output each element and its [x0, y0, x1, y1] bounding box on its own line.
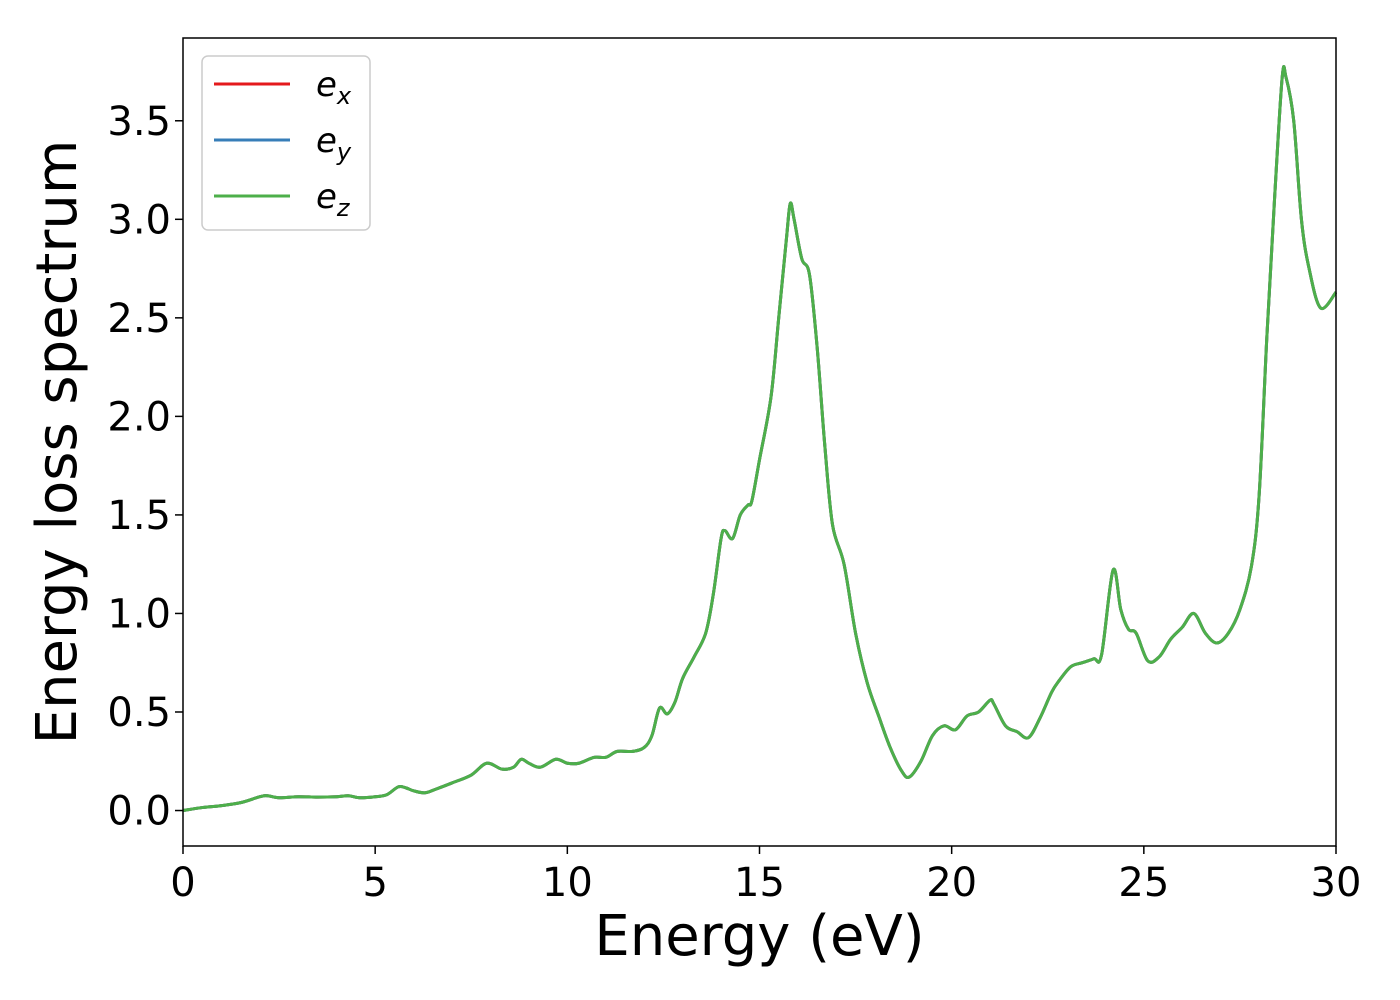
plot-background	[183, 38, 1336, 846]
y-tick-label: 2.0	[107, 394, 171, 440]
legend-label-ex: ex	[316, 65, 352, 110]
legend-label-ey: ey	[316, 121, 352, 166]
legend-label-ez: ez	[316, 177, 351, 222]
legend-frame	[201, 55, 371, 231]
y-tick-label: 0.5	[107, 690, 171, 736]
y-tick-label: 2.5	[107, 296, 171, 342]
x-tick-label: 15	[734, 860, 785, 906]
y-tick-label: 1.0	[107, 591, 171, 637]
y-ticks: 0.0 0.5 1.0 1.5 2.0 2.5 3.0 3.5	[107, 99, 183, 835]
x-tick-label: 20	[926, 860, 977, 906]
y-tick-label: 0.0	[107, 789, 171, 835]
legend: ex ey ez	[201, 55, 371, 231]
y-tick-label: 3.5	[107, 99, 171, 145]
x-ticks: 0 5 10 15 20 25 30	[170, 846, 1361, 906]
y-axis-label: Energy loss spectrum	[25, 140, 90, 745]
x-axis-label: Energy (eV)	[594, 904, 924, 969]
y-tick-label: 3.0	[107, 197, 171, 243]
x-tick-label: 0	[170, 860, 195, 906]
x-tick-label: 5	[362, 860, 387, 906]
x-tick-label: 10	[542, 860, 593, 906]
series-line-ez	[182, 65, 1338, 813]
x-tick-label: 25	[1118, 860, 1169, 906]
y-tick-label: 1.5	[107, 493, 171, 539]
series-layer	[182, 65, 1338, 813]
x-tick-label: 30	[1311, 860, 1362, 906]
